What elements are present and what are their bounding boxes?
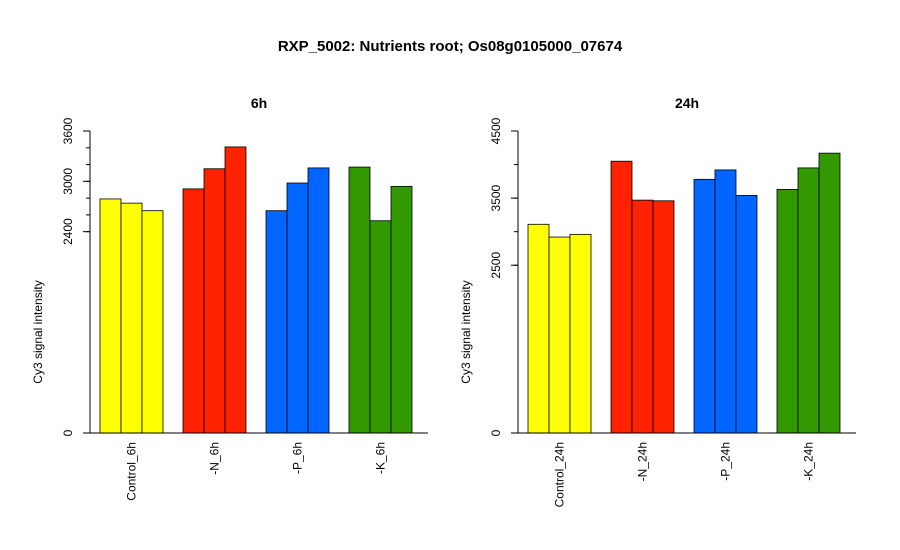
x-tick-label: -P_6h bbox=[291, 442, 305, 474]
bar-Control_6h-1 bbox=[99, 198, 122, 434]
bar--P_24h-3 bbox=[735, 195, 758, 434]
bar--K_6h-2 bbox=[369, 220, 392, 434]
bar-Control_24h-1 bbox=[527, 223, 550, 434]
y-tick-label: 3600 bbox=[61, 117, 75, 144]
x-tick-label: -N_6h bbox=[208, 442, 222, 475]
y-tick-label: 2500 bbox=[489, 252, 503, 279]
x-tick-label: -P_24h bbox=[719, 442, 733, 481]
bar--P_24h-1 bbox=[693, 178, 716, 434]
x-tick-label: -K_24h bbox=[802, 442, 816, 481]
bar--K_6h-1 bbox=[348, 166, 371, 434]
x-tick-label: Control_6h bbox=[125, 442, 139, 501]
y-tick-label: 2400 bbox=[61, 218, 75, 245]
x-tick-label: -K_6h bbox=[374, 442, 388, 474]
bar--P_6h-1 bbox=[265, 210, 288, 434]
bar--N_6h-2 bbox=[203, 168, 226, 434]
y-axis-label: Cy3 signal intensity bbox=[31, 280, 45, 383]
x-tick-label: Control_24h bbox=[553, 442, 567, 507]
y-tick-label: 0 bbox=[489, 429, 503, 436]
bar--K_24h-2 bbox=[797, 167, 820, 434]
bar--N_6h-1 bbox=[182, 188, 205, 434]
bar-Control_24h-2 bbox=[548, 236, 571, 434]
bar--P_6h-3 bbox=[307, 167, 330, 434]
bar--K_6h-3 bbox=[390, 185, 413, 434]
y-axis-label: Cy3 signal intensity bbox=[459, 280, 473, 383]
y-tick-label: 3500 bbox=[489, 184, 503, 211]
bar--P_6h-2 bbox=[286, 182, 309, 434]
panel-title: 24h bbox=[675, 95, 699, 111]
bar--N_24h-1 bbox=[610, 160, 633, 434]
bar--K_24h-3 bbox=[818, 152, 841, 434]
panel-title: 6h bbox=[251, 95, 267, 111]
bar-Control_6h-2 bbox=[120, 202, 143, 434]
chart-panel-0: 6h Cy3 signal intensity Control_6h -N_6h -P_… bbox=[31, 95, 428, 501]
chart-panel-1: 24h Cy3 signal intensity Control_24h -N_24h… bbox=[459, 95, 856, 507]
bar--N_24h-3 bbox=[652, 200, 675, 434]
bar--K_24h-1 bbox=[776, 188, 799, 434]
bar--P_24h-2 bbox=[714, 169, 737, 434]
x-tick-label: -N_24h bbox=[636, 442, 650, 481]
y-tick-label: 4500 bbox=[489, 117, 503, 144]
y-tick-label: 0 bbox=[61, 429, 75, 436]
bar-Control_6h-3 bbox=[141, 210, 164, 434]
main-title: RXP_5002: Nutrients root; Os08g0105000_0… bbox=[277, 38, 623, 55]
bar--N_24h-2 bbox=[631, 199, 654, 434]
bar-Control_24h-3 bbox=[569, 233, 592, 434]
y-tick-label: 3000 bbox=[61, 168, 75, 195]
bar--N_6h-3 bbox=[224, 146, 247, 434]
